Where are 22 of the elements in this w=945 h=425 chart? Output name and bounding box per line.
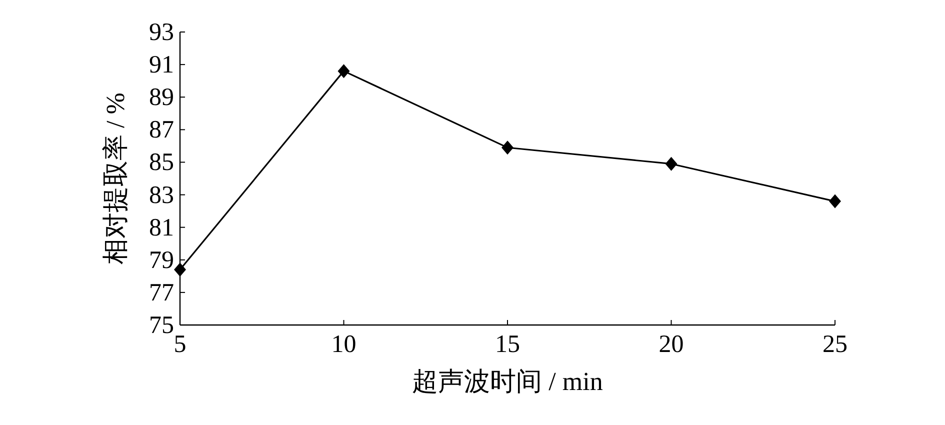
- y-tick-label: 89: [149, 84, 174, 112]
- point: [829, 194, 841, 208]
- x-axis-title: 超声波时间 / min: [412, 367, 603, 396]
- point: [502, 140, 514, 155]
- y-tick-label: 93: [149, 19, 174, 46]
- y-tick-label: 87: [149, 116, 174, 144]
- x-tick-label: 20: [658, 331, 684, 358]
- y-tick-label: 85: [149, 149, 174, 176]
- y-tick-label: 75: [149, 312, 174, 339]
- y-tick-label: 81: [149, 214, 174, 242]
- y-tick-label: 79: [149, 246, 174, 274]
- x-tick-label: 5: [174, 331, 186, 358]
- x-tick-label: 25: [822, 331, 848, 358]
- x-tick-label: 10: [331, 331, 356, 358]
- y-tick-label: 83: [149, 182, 174, 209]
- point: [174, 262, 186, 277]
- x-tick-label: 15: [495, 331, 520, 358]
- y-axis-title: 相对提取率 / %: [101, 92, 130, 264]
- point: [338, 64, 350, 78]
- y-tick-label: 77: [149, 279, 174, 306]
- point: [665, 156, 678, 171]
- y-tick-label: 91: [149, 52, 174, 79]
